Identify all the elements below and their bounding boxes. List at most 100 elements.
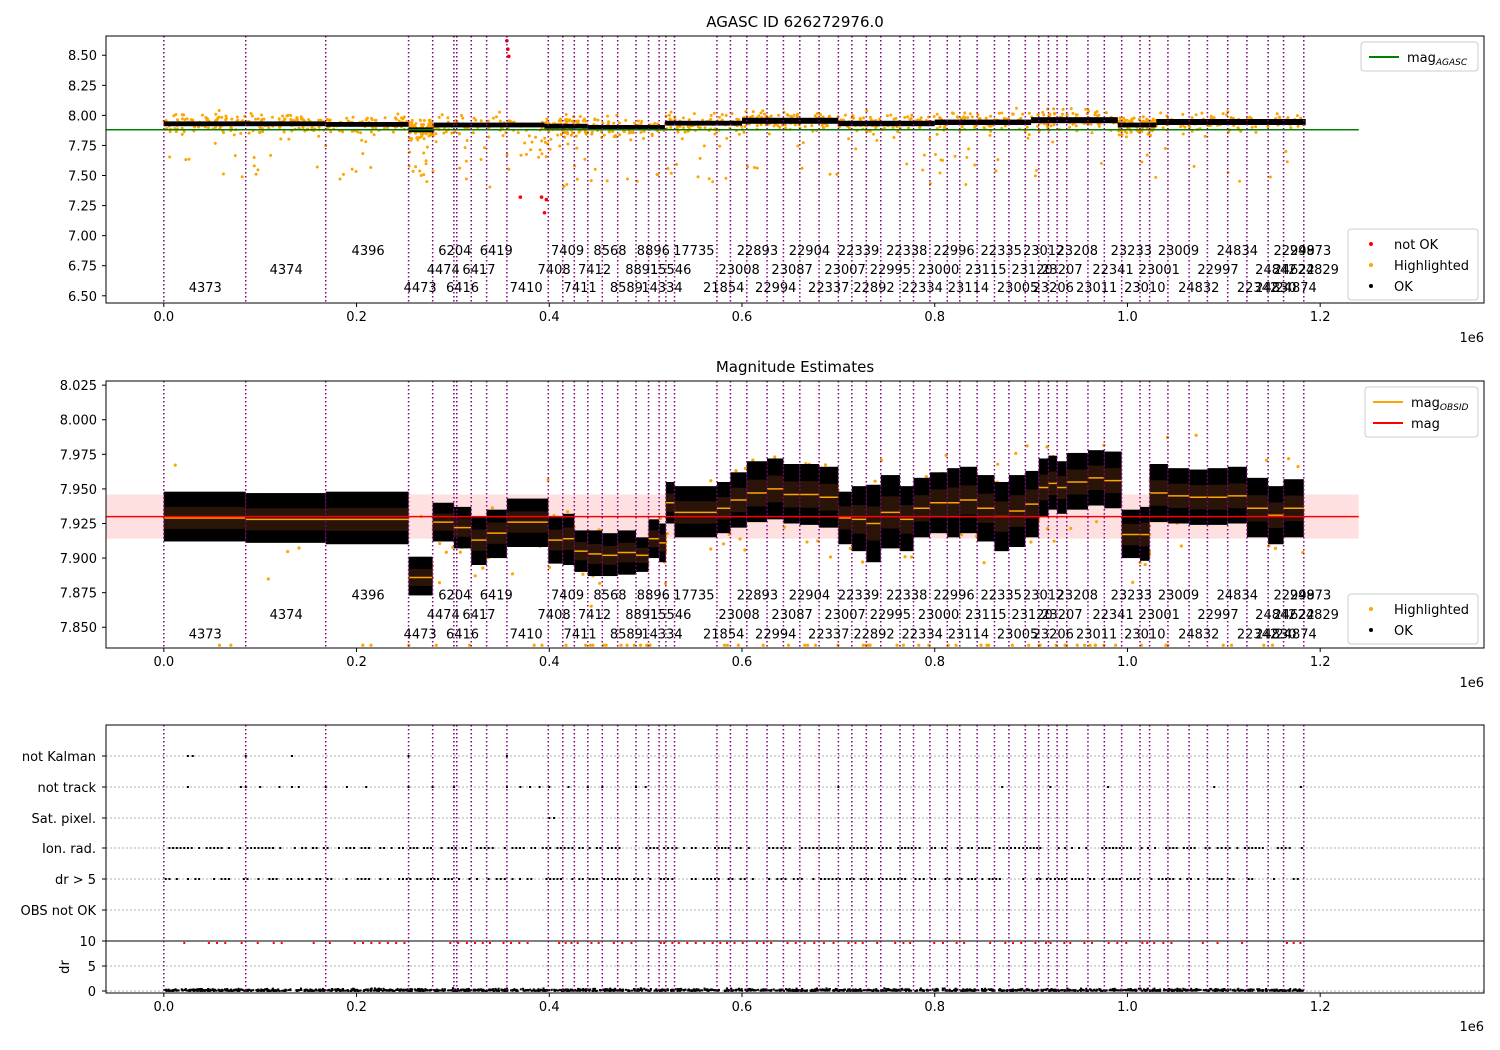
flag-point [398,847,401,849]
highlighted-point [224,114,228,118]
flag-point [1216,878,1219,880]
flag-point [511,847,514,849]
highlighted-point [182,113,186,117]
highlighted-point [720,113,724,117]
flag-point [1292,878,1295,880]
flag-point [476,847,478,849]
highlighted-point [217,109,221,113]
flag-point [877,847,880,849]
flag-point [213,878,216,880]
highlighted-point [458,550,462,554]
flag-point [1186,847,1189,849]
highlighted-point [189,118,193,122]
flag-point [727,847,730,849]
flag-point [1150,878,1153,880]
highlighted-point [626,177,630,181]
highlighted-point [254,117,258,121]
highlighted-point [566,510,570,514]
flag-point [213,847,216,849]
flag-point [545,847,548,849]
highlighted-point [590,132,594,136]
flag-point [172,847,175,849]
obsid-label: 22339 [838,589,879,604]
flag-point [1112,878,1114,880]
obsid-label: 7410 [510,627,543,642]
highlighted-point [736,643,740,647]
flag-point [812,847,815,849]
flag-point [578,878,581,880]
obsid-label: 24829 [1298,608,1339,623]
ok-points-band [544,123,588,129]
highlighted-point [297,126,301,130]
highlighted-point [1061,107,1065,111]
highlighted-point [1113,643,1118,647]
highlighted-point [487,135,491,139]
highlighted-point [903,555,907,559]
flag-point [503,847,506,849]
flag-point [1284,847,1287,849]
highlighted-point [806,643,810,647]
obsid-label: 22338 [886,589,927,604]
flag-point [216,847,219,849]
flag-point [776,878,779,880]
obsid-label: 22334 [902,281,943,296]
highlighted-point [823,463,828,467]
highlighted-point [717,115,721,119]
y-tick-label: 8.50 [68,49,97,64]
highlighted-point [204,116,208,120]
flag-point [1081,878,1084,880]
highlighted-point [187,157,191,161]
ok-points-band [587,125,665,130]
highlighted-point [385,126,389,130]
flag-point [356,878,359,880]
flag-point [659,878,662,880]
obsid-label: 8896 [637,589,670,604]
highlighted-point [901,643,905,647]
highlighted-point [737,132,741,136]
highlighted-point [815,112,819,116]
flag-point [423,847,426,849]
highlighted-point [1254,130,1258,134]
highlighted-point [540,643,544,647]
flag-point [1254,847,1257,849]
flag-point [519,878,522,880]
highlighted-point [440,113,444,117]
obsid-label: 22342 [1237,281,1278,296]
highlighted-point [1036,124,1040,128]
obsid-label: 23010 [1124,627,1165,642]
flag-point [352,847,355,849]
highlighted-point [217,643,222,647]
obsid-label: 6419 [480,589,513,604]
obsid-label: 23208 [1057,589,1098,604]
x-tick-label: 0.8 [924,655,945,670]
x-tick-label: 0.6 [732,655,753,670]
highlighted-point [997,111,1001,115]
highlighted-point [777,113,781,117]
y-tick-label: 7.25 [68,200,97,215]
obsid-label: 4473 [404,281,437,296]
obsid-label: 15546 [650,608,691,623]
flag-point [454,847,457,849]
obsid-label: 17735 [673,244,714,259]
highlighted-point [285,114,289,118]
highlighted-point [425,180,429,184]
flag-point [476,878,478,880]
obsid-label: 7410 [510,281,543,296]
highlighted-point [239,131,243,135]
highlighted-point [172,114,176,118]
flag-point [330,878,333,880]
y-tick-label: 6.50 [68,290,97,305]
obsid-label: 23115 [965,608,1006,623]
highlighted-point [1194,433,1198,437]
highlighted-point [968,112,972,116]
flag-point [253,847,256,849]
highlighted-point [1194,113,1198,117]
highlighted-point [490,506,495,510]
highlighted-point [1087,109,1091,113]
flag-point [614,878,617,880]
flag-point [1244,847,1247,849]
highlighted-point [564,117,568,121]
highlighted-point [960,125,964,129]
highlighted-point [266,577,270,581]
highlighted-point [1145,117,1149,121]
